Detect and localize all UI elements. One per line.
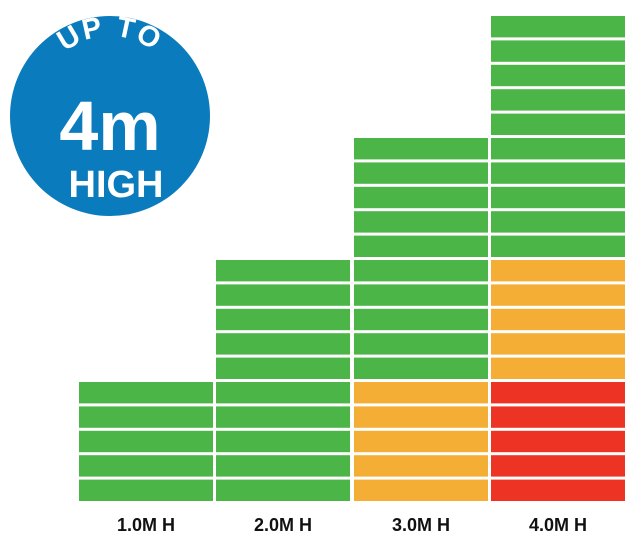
column-2-segment-6	[216, 357, 350, 379]
column-4-segment-4	[491, 406, 625, 428]
column-2-segment-7	[216, 333, 350, 355]
column-4-segment-10	[491, 260, 625, 282]
column-3-segment-10	[354, 260, 488, 282]
column-label-4m: 4.0M H	[529, 515, 587, 535]
column-2-segment-5	[216, 382, 350, 404]
column-3-segment-2	[354, 455, 488, 477]
column-2-segment-10	[216, 260, 350, 282]
column-4-segment-15	[491, 138, 625, 160]
column-4-segment-17	[491, 89, 625, 111]
column-4-segment-13	[491, 186, 625, 209]
column-4-segment-12	[491, 211, 625, 233]
column-1-segment-4	[79, 406, 213, 428]
column-3-segment-4	[354, 406, 488, 428]
column-3-segment-11	[354, 235, 488, 257]
column-4-segment-6	[491, 357, 625, 379]
column-4-segment-16	[491, 113, 625, 135]
column-label-3m: 3.0M H	[392, 515, 450, 535]
column-2-segment-3	[216, 430, 350, 453]
column-3-segment-12	[354, 211, 488, 233]
column-4-segment-2	[491, 455, 625, 477]
column-1-segment-3	[79, 430, 213, 453]
badge-line-high: HIGH	[69, 164, 164, 206]
column-label-2m: 2.0M H	[254, 515, 312, 535]
column-4-segment-5	[491, 382, 625, 404]
column-3-segment-8	[354, 308, 488, 331]
column-4-segment-3	[491, 430, 625, 453]
column-3-segment-5	[354, 382, 488, 404]
column-4-segment-8	[491, 308, 625, 331]
column-labels: 1.0M H 2.0M H 3.0M H 4.0M H	[117, 515, 587, 535]
column-2-segment-2	[216, 455, 350, 477]
column-3-segment-1	[354, 479, 488, 501]
column-1-segment-5	[79, 382, 213, 404]
column-3-segment-13	[354, 186, 488, 209]
column-2-segment-1	[216, 479, 350, 501]
column-label-1m: 1.0M H	[117, 515, 175, 535]
column-4-segment-20	[491, 16, 625, 38]
column-4-segment-19	[491, 40, 625, 62]
column-3-segment-6	[354, 357, 488, 379]
column-3-segment-15	[354, 138, 488, 160]
column-3-segment-14	[354, 162, 488, 184]
column-4-segment-7	[491, 333, 625, 355]
column-3-segment-7	[354, 333, 488, 355]
column-2-segment-4	[216, 406, 350, 428]
column-1-segment-1	[79, 479, 213, 501]
column-4-segment-18	[491, 64, 625, 87]
column-4-segment-14	[491, 162, 625, 184]
column-4-segment-1	[491, 479, 625, 501]
badge-line-height: 4m	[59, 87, 160, 165]
column-3-segment-3	[354, 430, 488, 453]
column-2-segment-8	[216, 308, 350, 331]
column-1-segment-2	[79, 455, 213, 477]
stacking-columns	[78, 16, 626, 504]
badge-circle	[10, 16, 210, 216]
column-4-segment-9	[491, 284, 625, 306]
column-2-segment-9	[216, 284, 350, 306]
height-badge: UP TO 4m HIGH	[10, 11, 210, 216]
column-4-segment-11	[491, 235, 625, 257]
column-3-segment-9	[354, 284, 488, 306]
